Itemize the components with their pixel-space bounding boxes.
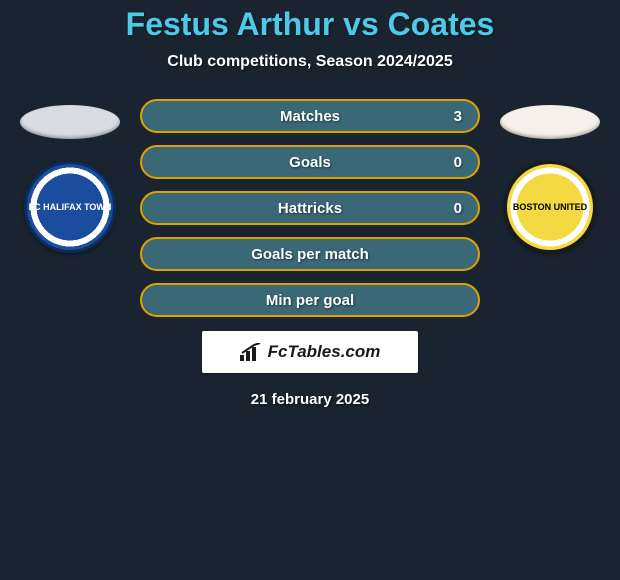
left-team-crest: FC HALIFAX TOWN (24, 161, 116, 253)
stat-label: Goals per match (251, 246, 369, 263)
stat-value: 0 (454, 200, 462, 217)
stat-row-min-per-goal: Min per goal (140, 283, 480, 317)
page-title: Festus Arthur vs Coates (0, 6, 620, 43)
left-column: FC HALIFAX TOWN (20, 99, 120, 253)
right-ellipse-marker (500, 105, 600, 139)
left-team-crest-label: FC HALIFAX TOWN (29, 202, 112, 212)
stats-column: Matches 3 Goals 0 Hattricks 0 Goals per … (140, 99, 480, 317)
chart-icon (240, 343, 262, 361)
brand-box[interactable]: FcTables.com (202, 331, 418, 373)
left-ellipse-marker (20, 105, 120, 139)
comparison-card: Festus Arthur vs Coates Club competition… (0, 0, 620, 408)
stat-label: Matches (280, 108, 340, 125)
stat-row-goals-per-match: Goals per match (140, 237, 480, 271)
stat-row-matches: Matches 3 (140, 99, 480, 133)
brand-text: FcTables.com (268, 342, 381, 362)
stat-row-hattricks: Hattricks 0 (140, 191, 480, 225)
stat-value: 3 (454, 108, 462, 125)
right-team-crest: BOSTON UNITED (504, 161, 596, 253)
right-column: BOSTON UNITED (500, 99, 600, 253)
subtitle: Club competitions, Season 2024/2025 (0, 53, 620, 71)
content-row: FC HALIFAX TOWN Matches 3 Goals 0 Hattri… (0, 99, 620, 317)
date-line: 21 february 2025 (0, 391, 620, 408)
stat-label: Hattricks (278, 200, 342, 217)
stat-row-goals: Goals 0 (140, 145, 480, 179)
stat-value: 0 (454, 154, 462, 171)
right-team-crest-label: BOSTON UNITED (513, 202, 587, 212)
stat-label: Min per goal (266, 292, 354, 309)
stat-label: Goals (289, 154, 331, 171)
